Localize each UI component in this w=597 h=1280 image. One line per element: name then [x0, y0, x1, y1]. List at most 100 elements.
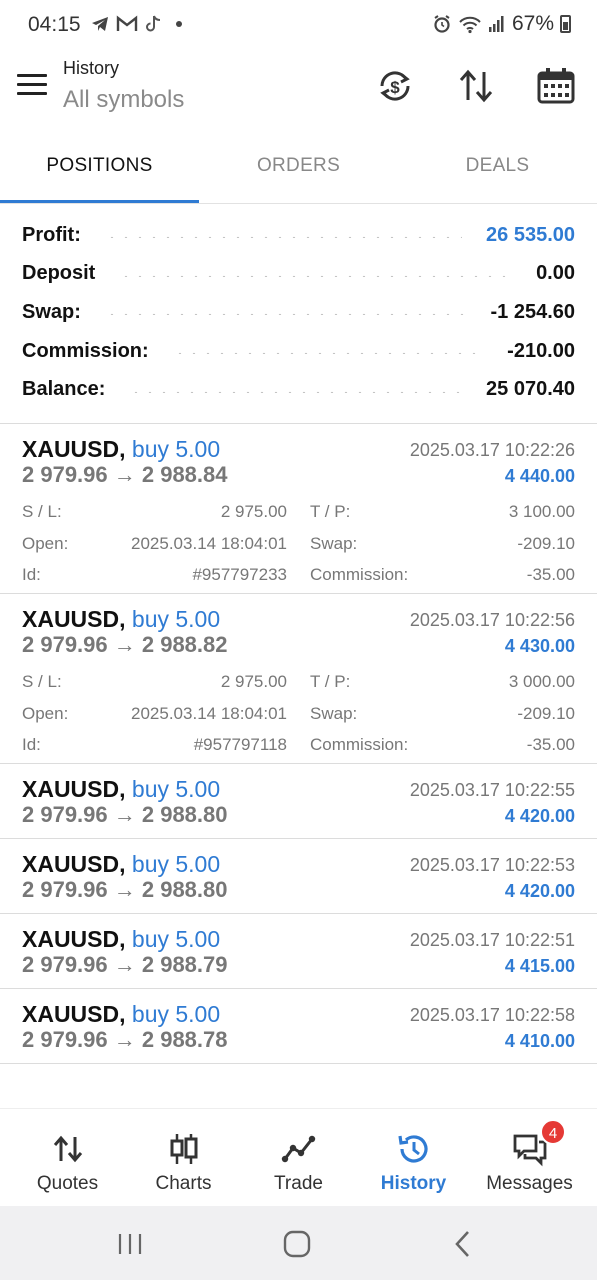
id-value: #957797118: [193, 735, 287, 754]
signal-icon: [488, 16, 504, 32]
nav-label: Trade: [274, 1173, 323, 1194]
gmail-icon: [116, 15, 138, 31]
summary-label: Commission:: [22, 339, 149, 362]
swap-label: Swap:: [310, 534, 358, 553]
summary-swap-value: -1 254.60: [490, 300, 575, 323]
position-side: buy 5.00: [131, 851, 221, 877]
nav-history[interactable]: History: [354, 1109, 473, 1207]
commission-value: -35.00: [526, 735, 575, 754]
position-item[interactable]: XAUUSD, buy 5.00 2 979.96 → 2 988.79 202…: [0, 914, 597, 989]
calendar-icon[interactable]: [536, 66, 576, 106]
nav-label: Quotes: [36, 1173, 99, 1194]
position-time: 2025.03.17 10:22:55: [409, 780, 575, 800]
summary-commission-value: -210.00: [507, 339, 575, 362]
status-bar: 04:15 67%: [0, 0, 597, 52]
position-time: 2025.03.17 10:22:26: [409, 440, 575, 460]
swap-value: -209.10: [517, 534, 575, 553]
menu-icon[interactable]: [17, 74, 47, 96]
bottom-navigation: Quotes Charts Trade History 4 Messages: [0, 1108, 597, 1206]
tiktok-icon: [146, 15, 161, 32]
nav-trade[interactable]: Trade: [239, 1109, 358, 1207]
position-symbol: XAUUSD,: [22, 436, 126, 462]
status-time: 04:15: [28, 13, 81, 36]
position-symbol: XAUUSD,: [22, 606, 126, 632]
nav-label: Messages: [486, 1173, 573, 1194]
position-profit: 4 410.00: [504, 1031, 575, 1051]
symbol-filter[interactable]: All symbols: [63, 86, 185, 113]
open-value: 2025.03.14 18:04:01: [131, 534, 287, 553]
tp-value: 3 100.00: [508, 502, 575, 521]
nav-label: History: [380, 1173, 447, 1194]
id-label: Id:: [22, 735, 41, 754]
open-label: Open:: [22, 534, 69, 553]
position-time: 2025.03.17 10:22:56: [409, 610, 575, 630]
back-icon[interactable]: [446, 1226, 482, 1262]
open-label: Open:: [22, 704, 69, 723]
commission-label: Commission:: [310, 565, 409, 584]
nav-label: Charts: [155, 1173, 212, 1194]
position-item[interactable]: XAUUSD, buy 5.00 2 979.96 → 2 988.84 202…: [0, 424, 597, 594]
position-profit: 4 420.00: [504, 881, 575, 901]
position-profit: 4 440.00: [504, 466, 575, 486]
summary-swap-row: Swap: -1 254.60: [0, 293, 597, 332]
position-price: 2 979.96 → 2 988.79: [22, 952, 228, 977]
currency-exchange-icon[interactable]: $: [375, 66, 415, 106]
position-item[interactable]: XAUUSD, buy 5.00 2 979.96 → 2 988.80 202…: [0, 839, 597, 914]
tab-positions[interactable]: POSITIONS: [46, 155, 153, 176]
positions-list: XAUUSD, buy 5.00 2 979.96 → 2 988.84 202…: [0, 424, 597, 1064]
history-tabs: POSITIONS ORDERS DEALS: [0, 128, 597, 204]
position-item[interactable]: XAUUSD, buy 5.00 2 979.96 → 2 988.80 202…: [0, 764, 597, 839]
position-symbol: XAUUSD,: [22, 1001, 126, 1027]
home-icon[interactable]: [279, 1226, 315, 1262]
telegram-icon: [92, 17, 108, 31]
nav-messages[interactable]: 4 Messages: [470, 1109, 589, 1207]
position-profit: 4 430.00: [504, 636, 575, 656]
charts-icon: [170, 1134, 197, 1164]
nav-charts[interactable]: Charts: [124, 1109, 243, 1207]
active-tab-indicator: [0, 200, 199, 203]
id-value: #957797233: [192, 565, 287, 584]
messages-icon: [513, 1134, 546, 1167]
sl-label: S / L:: [22, 672, 62, 691]
sl-value: 2 975.00: [220, 502, 287, 521]
sort-icon[interactable]: [456, 66, 496, 106]
position-profit: 4 415.00: [504, 956, 575, 976]
position-time: 2025.03.17 10:22:51: [409, 930, 575, 950]
position-symbol: XAUUSD,: [22, 776, 126, 802]
position-price: 2 979.96 → 2 988.80: [22, 877, 228, 902]
alarm-icon: [434, 15, 450, 33]
sl-label: S / L:: [22, 502, 62, 521]
position-time: 2025.03.17 10:22:53: [409, 855, 575, 875]
system-navigation-bar: [0, 1206, 597, 1280]
position-item[interactable]: XAUUSD, buy 5.00 2 979.96 → 2 988.82 202…: [0, 594, 597, 764]
sl-value: 2 975.00: [220, 672, 287, 691]
tp-label: T / P:: [310, 672, 351, 691]
battery-percent: 67%: [511, 12, 554, 35]
wifi-icon: [459, 16, 481, 34]
position-price: 2 979.96 → 2 988.78: [22, 1027, 228, 1052]
position-item[interactable]: XAUUSD, buy 5.00 2 979.96 → 2 988.78 202…: [0, 989, 597, 1064]
recent-apps-icon[interactable]: [112, 1226, 148, 1262]
summary-profit-value: 26 535.00: [486, 223, 575, 246]
history-icon: [397, 1135, 428, 1163]
tab-deals[interactable]: DEALS: [465, 155, 530, 176]
commission-value: -35.00: [526, 565, 575, 584]
position-side: buy 5.00: [131, 776, 221, 802]
position-time: 2025.03.17 10:22:58: [409, 1005, 575, 1025]
battery-icon: [560, 15, 571, 33]
position-side: buy 5.00: [131, 926, 221, 952]
position-price: 2 979.96 → 2 988.80: [22, 802, 228, 827]
nav-quotes[interactable]: Quotes: [8, 1109, 127, 1207]
position-profit: 4 420.00: [504, 806, 575, 826]
tab-orders[interactable]: ORDERS: [256, 155, 341, 176]
summary-profit-row: Profit: 26 535.00: [0, 216, 597, 255]
app-header: History All symbols $: [0, 52, 597, 128]
summary-label: Swap:: [22, 300, 81, 323]
summary-label: Deposit: [22, 262, 96, 285]
account-summary: Profit: 26 535.00 Deposit 0.00 Swap: -1 …: [0, 216, 597, 409]
swap-value: -209.10: [517, 704, 575, 723]
position-price: 2 979.96 → 2 988.84: [22, 462, 228, 487]
summary-label: Profit:: [22, 223, 81, 246]
header-subtitle: History: [63, 58, 120, 78]
tp-label: T / P:: [310, 502, 351, 521]
